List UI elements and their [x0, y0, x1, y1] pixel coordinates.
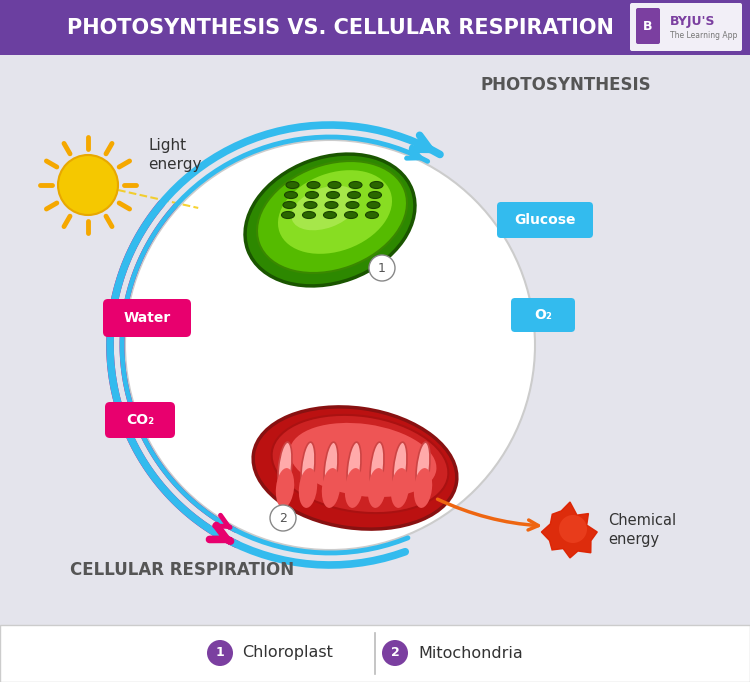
- FancyBboxPatch shape: [497, 202, 593, 238]
- Ellipse shape: [416, 442, 430, 494]
- Ellipse shape: [284, 192, 298, 198]
- Ellipse shape: [328, 181, 341, 188]
- FancyBboxPatch shape: [636, 8, 660, 44]
- Ellipse shape: [305, 192, 319, 198]
- Circle shape: [382, 640, 408, 666]
- Text: The Learning App: The Learning App: [670, 31, 737, 40]
- Ellipse shape: [370, 442, 384, 494]
- Ellipse shape: [254, 407, 457, 529]
- Ellipse shape: [286, 181, 299, 188]
- FancyBboxPatch shape: [103, 299, 191, 337]
- Ellipse shape: [302, 211, 316, 218]
- Circle shape: [207, 640, 233, 666]
- Ellipse shape: [323, 211, 337, 218]
- Ellipse shape: [278, 170, 392, 254]
- Text: CO₂: CO₂: [126, 413, 154, 427]
- Ellipse shape: [368, 192, 382, 198]
- Circle shape: [369, 255, 395, 281]
- Ellipse shape: [370, 181, 383, 188]
- Ellipse shape: [349, 181, 362, 188]
- Text: Light
energy: Light energy: [148, 138, 202, 173]
- Text: B: B: [644, 20, 652, 33]
- Ellipse shape: [281, 211, 295, 218]
- Circle shape: [270, 505, 296, 531]
- Text: PHOTOSYNTHESIS VS. CELLULAR RESPIRATION: PHOTOSYNTHESIS VS. CELLULAR RESPIRATION: [67, 18, 614, 38]
- Text: Mitochondria: Mitochondria: [418, 645, 523, 660]
- Ellipse shape: [298, 468, 317, 508]
- FancyBboxPatch shape: [630, 3, 742, 51]
- Text: O₂: O₂: [534, 308, 552, 322]
- Ellipse shape: [292, 186, 358, 231]
- Ellipse shape: [283, 201, 296, 209]
- Ellipse shape: [367, 201, 380, 209]
- Ellipse shape: [324, 442, 338, 494]
- Ellipse shape: [245, 154, 415, 286]
- Text: PHOTOSYNTHESIS: PHOTOSYNTHESIS: [480, 76, 650, 94]
- Polygon shape: [542, 502, 597, 558]
- Ellipse shape: [344, 211, 358, 218]
- Ellipse shape: [391, 468, 410, 508]
- Ellipse shape: [346, 201, 359, 209]
- FancyBboxPatch shape: [511, 298, 575, 332]
- Ellipse shape: [393, 442, 407, 494]
- Ellipse shape: [368, 468, 386, 508]
- Text: 1: 1: [378, 261, 386, 274]
- Ellipse shape: [276, 468, 294, 508]
- Ellipse shape: [347, 192, 361, 198]
- Ellipse shape: [301, 442, 315, 494]
- Ellipse shape: [290, 423, 436, 497]
- Text: 2: 2: [391, 647, 399, 659]
- Ellipse shape: [414, 468, 432, 508]
- Ellipse shape: [365, 211, 379, 218]
- Text: Glucose: Glucose: [514, 213, 576, 227]
- Text: Chemical
energy: Chemical energy: [608, 513, 676, 548]
- Ellipse shape: [304, 201, 317, 209]
- Ellipse shape: [278, 442, 292, 494]
- Ellipse shape: [307, 181, 320, 188]
- Ellipse shape: [345, 468, 363, 508]
- Circle shape: [58, 155, 118, 215]
- Ellipse shape: [325, 201, 338, 209]
- FancyBboxPatch shape: [0, 625, 750, 682]
- Circle shape: [559, 515, 587, 543]
- Text: 1: 1: [216, 647, 224, 659]
- Ellipse shape: [322, 468, 340, 508]
- Text: BYJU'S: BYJU'S: [670, 16, 716, 29]
- FancyBboxPatch shape: [0, 0, 750, 55]
- Ellipse shape: [257, 161, 407, 273]
- FancyBboxPatch shape: [105, 402, 175, 438]
- Text: 2: 2: [279, 512, 287, 524]
- Text: CELLULAR RESPIRATION: CELLULAR RESPIRATION: [70, 561, 294, 579]
- Ellipse shape: [347, 442, 361, 494]
- Text: Water: Water: [123, 311, 170, 325]
- Text: Chloroplast: Chloroplast: [242, 645, 333, 660]
- Ellipse shape: [326, 192, 340, 198]
- Circle shape: [125, 140, 535, 550]
- Ellipse shape: [272, 415, 448, 513]
